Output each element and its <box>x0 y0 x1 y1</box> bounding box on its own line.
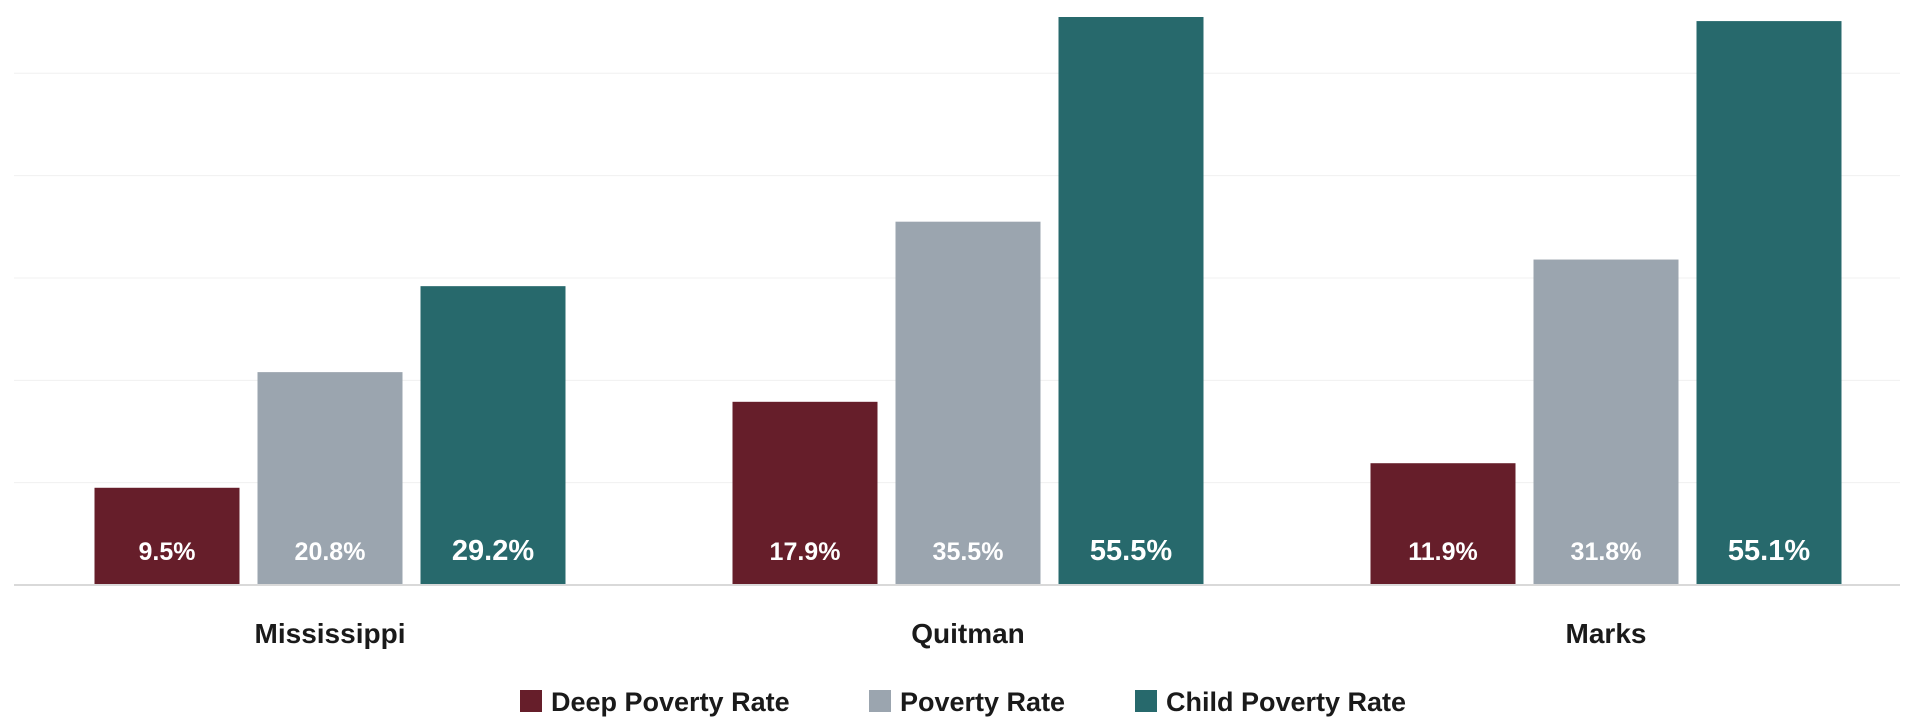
legend-label: Deep Poverty Rate <box>551 687 790 717</box>
legend-label: Poverty Rate <box>900 687 1065 717</box>
bar <box>94 487 240 585</box>
category-label: Quitman <box>911 618 1025 649</box>
bar <box>420 286 566 585</box>
category-label: Mississippi <box>255 618 406 649</box>
bar <box>732 401 878 585</box>
bar <box>1533 259 1679 585</box>
data-label: 35.5% <box>933 538 1004 566</box>
bar <box>1370 463 1516 585</box>
bar <box>257 372 403 585</box>
data-label: 55.1% <box>1728 535 1810 567</box>
legend-label: Child Poverty Rate <box>1166 687 1406 717</box>
legend-swatch <box>1135 690 1157 712</box>
bar <box>1058 17 1204 585</box>
legend-swatch <box>869 690 891 712</box>
data-labels: 9.5% 20.8% 29.2% 17.9% 35.5% 55.5% 11.9% 31.8% 5… <box>139 535 1811 567</box>
category-label: Marks <box>1566 618 1647 649</box>
data-label: 11.9% <box>1408 538 1478 566</box>
bar <box>1696 21 1842 586</box>
data-label: 17.9% <box>770 538 841 566</box>
data-label: 29.2% <box>452 535 534 567</box>
data-label: 9.5% <box>139 538 196 566</box>
data-label: 31.8% <box>1571 538 1642 566</box>
bars <box>94 17 1842 586</box>
data-label: 20.8% <box>295 538 366 566</box>
data-label: 55.5% <box>1090 535 1172 567</box>
legend-swatch <box>520 690 542 712</box>
category-labels: Mississippi Quitman Marks <box>255 618 1647 649</box>
bar <box>895 221 1041 585</box>
legend: Deep Poverty Rate Poverty Rate Child Pover… <box>520 687 1406 717</box>
